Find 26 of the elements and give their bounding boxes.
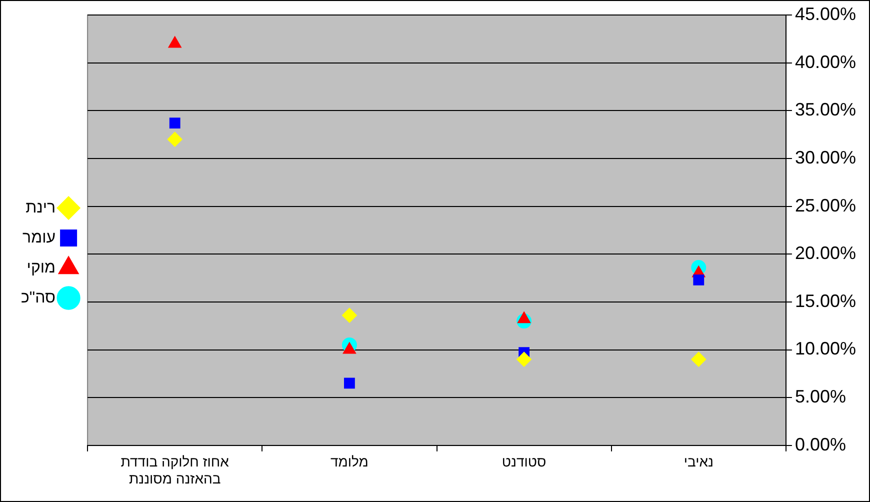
point	[693, 274, 704, 286]
y-tick-label: 5.00%	[794, 386, 846, 407]
legend-label: סה"כ	[20, 289, 56, 306]
y-tick-label: 0.00%	[794, 434, 846, 454]
x-tick-label: אחוז חלוקה בודדת בהאזנה מסוננת	[120, 454, 230, 486]
y-tick-label: 45.00%	[794, 4, 856, 24]
point	[169, 118, 180, 129]
x-tick-label: סטודנט	[502, 454, 546, 470]
legend-label: רינת	[26, 199, 56, 216]
legend-label: מוקי	[26, 259, 56, 276]
point	[344, 378, 355, 389]
y-tick-label: 35.00%	[794, 100, 856, 120]
y-tick-label: 15.00%	[794, 290, 856, 311]
y-tick-label: 30.00%	[794, 147, 856, 168]
y-tick-label: 10.00%	[794, 338, 856, 359]
legend-label: עומר	[22, 229, 56, 246]
point	[167, 132, 182, 147]
point	[168, 36, 182, 48]
y-tick-label: 40.00%	[794, 52, 856, 72]
point	[342, 308, 357, 323]
point	[516, 352, 532, 367]
x-tick-label: מלומד	[330, 454, 368, 470]
y-tick-label: 25.00%	[794, 195, 856, 216]
x-tick-label: נאיבי	[684, 454, 714, 470]
y-tick-label: 20.00%	[794, 243, 856, 264]
point	[691, 352, 706, 367]
